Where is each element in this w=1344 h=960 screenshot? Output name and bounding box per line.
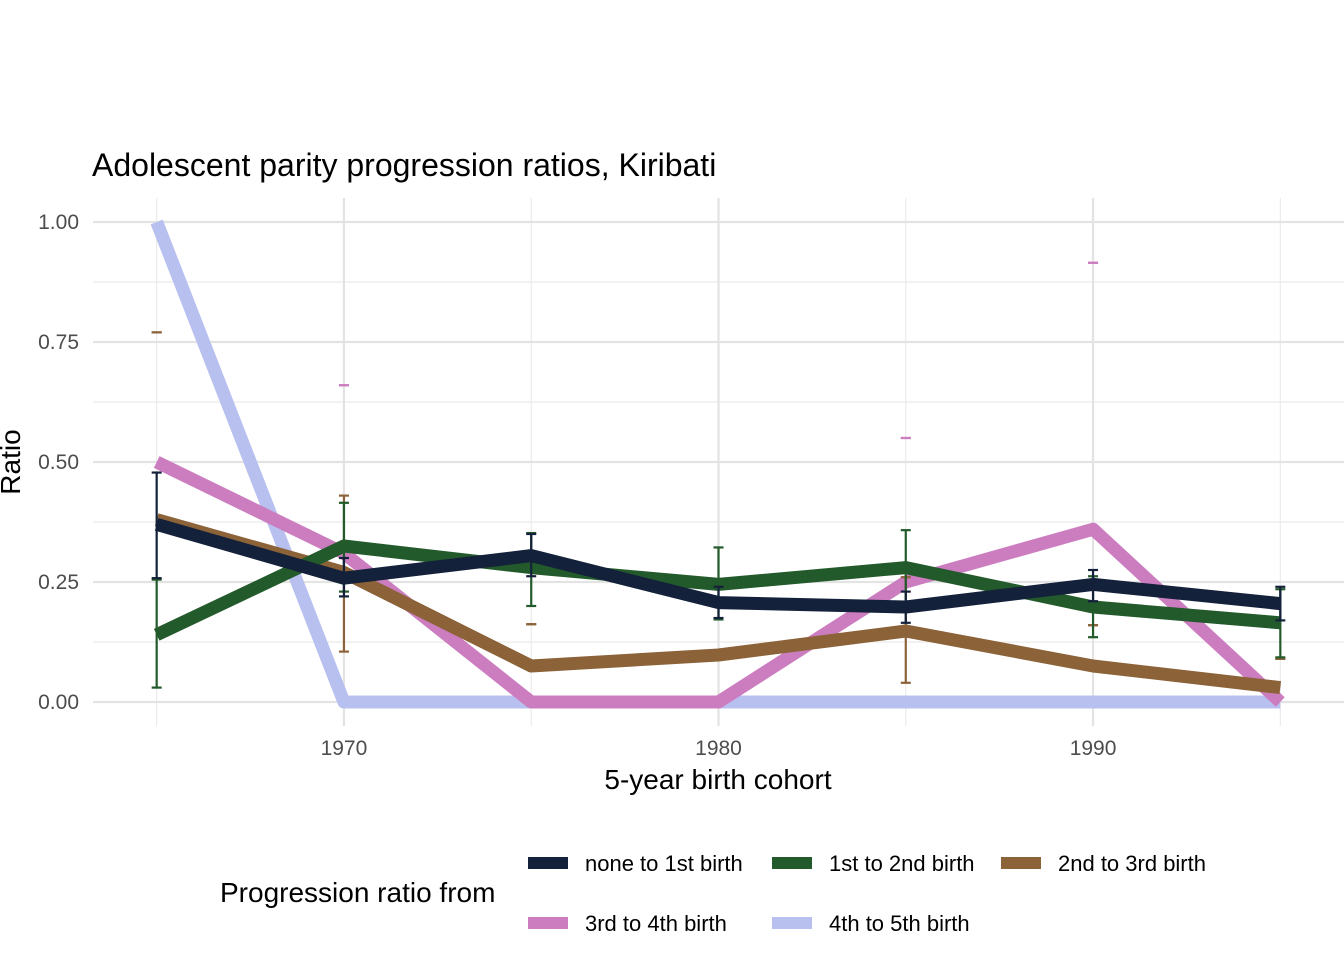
x-axis-title: 5-year birth cohort: [604, 764, 831, 795]
error-bar: [713, 585, 724, 620]
legend-label: 2nd to 3rd birth: [1058, 851, 1206, 876]
error-bar: [151, 471, 162, 580]
y-tick-label: 1.00: [38, 211, 79, 234]
y-tick-label: 0.00: [38, 691, 79, 714]
legend-label: none to 1st birth: [585, 851, 743, 876]
error-bar: [1275, 585, 1286, 622]
legend-label: 1st to 2nd birth: [829, 851, 975, 876]
legend: none to 1st birth 1st to 2nd birth 2nd to …: [528, 851, 1206, 936]
plot-grid: [93, 198, 1344, 726]
legend-title: Progression ratio from: [220, 877, 495, 908]
legend-item-none-to-1st-birth: none to 1st birth: [528, 851, 743, 876]
x-tick-label: 1990: [1070, 737, 1117, 760]
legend-label: 4th to 5th birth: [829, 911, 970, 936]
error-bar: [526, 532, 537, 578]
y-tick-label: 0.75: [38, 331, 79, 354]
error-bar: [1088, 568, 1099, 603]
legend-item-1st-to-2nd-birth: 1st to 2nd birth: [772, 851, 975, 876]
error-bar: [338, 556, 349, 598]
x-tick-label: 1970: [321, 737, 368, 760]
series-layer: [150, 219, 1286, 709]
error-bar: [151, 578, 162, 689]
legend-item-2nd-to-3rd-birth: 2nd to 3rd birth: [1001, 851, 1206, 876]
legend-item-4th-to-5th-birth: 4th to 5th birth: [772, 911, 970, 936]
legend-label: 3rd to 4th birth: [585, 911, 727, 936]
error-bar: [900, 590, 911, 624]
series-none-to-1st-birth: [151, 471, 1286, 624]
y-tick-label: 0.50: [38, 451, 79, 474]
y-tick-label: 0.25: [38, 571, 79, 594]
axis-ticks: 0.00 0.25 0.50 0.75 1.00 1970 1980 1990: [38, 211, 1116, 760]
x-tick-label: 1980: [695, 737, 742, 760]
y-axis-title: Ratio: [0, 429, 26, 494]
legend-item-3rd-to-4th-birth: 3rd to 4th birth: [528, 911, 727, 936]
chart-title: Adolescent parity progression ratios, Ki…: [92, 147, 716, 183]
